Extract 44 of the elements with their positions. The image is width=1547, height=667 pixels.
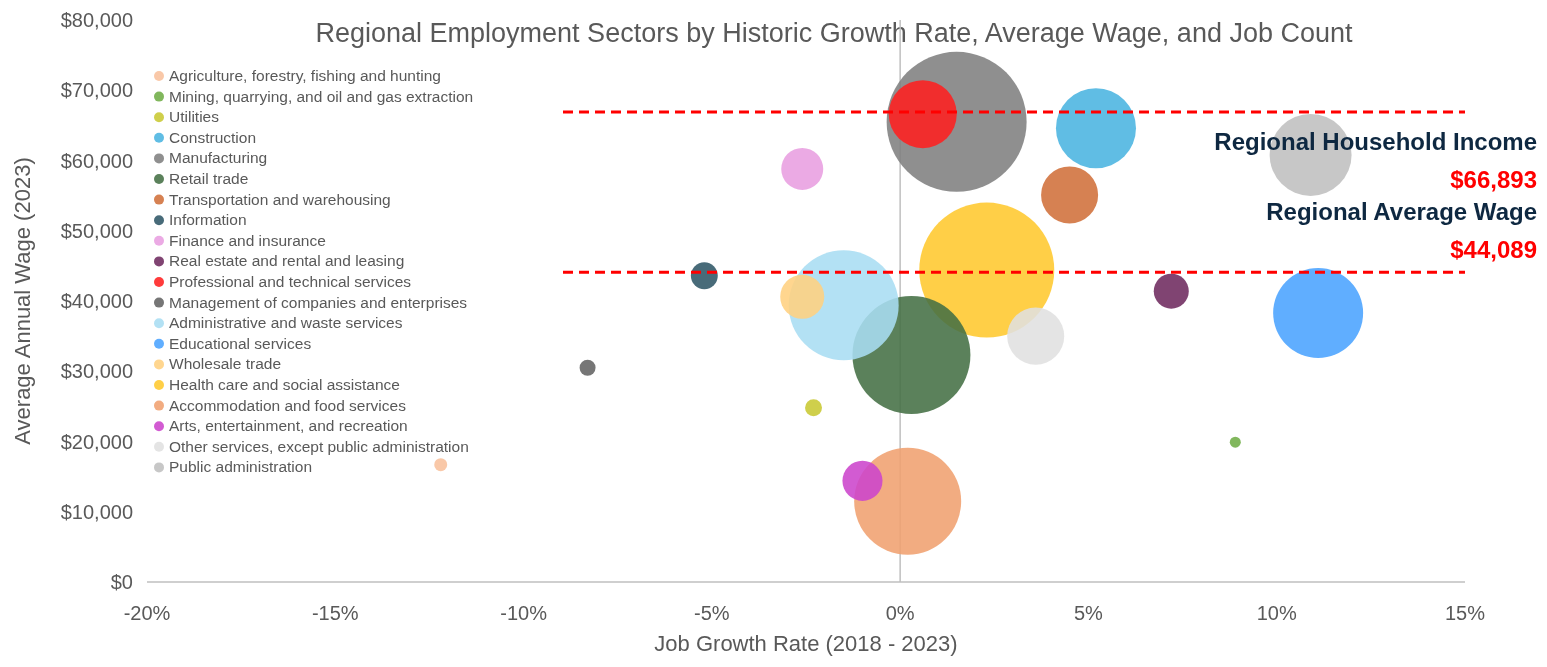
x-tick-label: -20% xyxy=(123,602,171,624)
legend-label: Accommodation and food services xyxy=(169,396,407,414)
y-tick-label: $20,000 xyxy=(60,430,133,453)
y-tick-label: $40,000 xyxy=(60,290,133,312)
y-tick-label: $70,000 xyxy=(60,79,133,102)
legend-label: Management of companies and enterprises xyxy=(169,293,468,311)
annotation: $66,893 xyxy=(1450,166,1537,194)
legend-label: Manufacturing xyxy=(169,149,268,167)
chart-title: Regional Employment Sectors by Historic Growth Rate, Average Wage, and Job Count xyxy=(315,18,1353,48)
legend-label: Public administration xyxy=(169,458,313,476)
legend-label: Educational services xyxy=(169,334,312,352)
y-tick-label: $80,000 xyxy=(60,9,133,31)
ref-line-label: Regional Average Wage xyxy=(1266,198,1537,226)
legend-label: Real estate and rental and leasing xyxy=(169,252,405,270)
x-axis-title: Job Growth Rate (2018 - 2023) xyxy=(654,631,958,656)
y-tick-label: $60,000 xyxy=(60,149,133,172)
x-tick-label: 10% xyxy=(1256,602,1297,624)
y-tick-label: $0 xyxy=(110,571,133,593)
y-tick-label: $10,000 xyxy=(60,500,133,523)
legend-label: Finance and insurance xyxy=(169,231,326,249)
legend-label: Utilities xyxy=(169,108,220,126)
legend-label: Construction xyxy=(169,128,257,146)
x-tick-label: -10% xyxy=(500,602,548,624)
y-tick-label: $50,000 xyxy=(60,219,133,242)
x-tick-label: -5% xyxy=(694,602,730,624)
legend-label: Professional and technical services xyxy=(169,273,412,290)
legend-label: Transportation and warehousing xyxy=(169,190,391,208)
legend-label: Health care and social assistance xyxy=(169,376,400,393)
legend-label: Information xyxy=(169,211,247,229)
legend-label: Agriculture, forestry, fishing and hunting xyxy=(169,67,441,84)
x-tick-label: 15% xyxy=(1444,602,1486,624)
annotation: $44,089 xyxy=(1450,236,1537,264)
legend-label: Wholesale trade xyxy=(169,355,282,373)
legend-label: Retail trade xyxy=(169,170,249,187)
x-tick-label: 5% xyxy=(1073,602,1104,624)
legend-label: Arts, entertainment, and recreation xyxy=(169,417,408,435)
x-tick-label: 0% xyxy=(885,602,915,624)
legend-label: Other services, except public administration xyxy=(169,437,469,455)
legend-label: Mining, quarrying, and oil and gas extraction xyxy=(169,87,474,105)
ref-line-label: Regional Household Income xyxy=(1214,128,1537,156)
y-tick-label: $30,000 xyxy=(60,360,133,383)
y-axis-title: Average Annual Wage (2023) xyxy=(10,157,35,445)
legend-label: Administrative and waste services xyxy=(169,314,403,332)
x-tick-label: -15% xyxy=(311,602,359,624)
